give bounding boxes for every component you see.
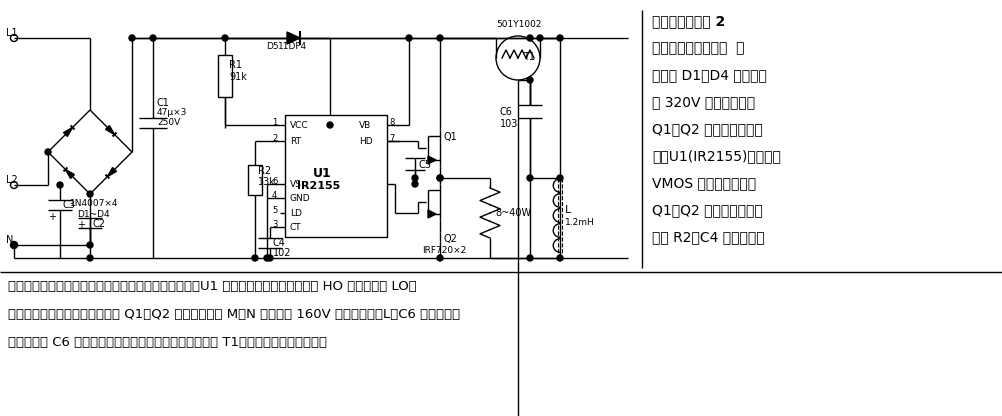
Circle shape (267, 255, 273, 261)
Text: C1: C1 (157, 98, 170, 108)
Text: VCC: VCC (290, 121, 309, 130)
Text: U1: U1 (313, 167, 332, 180)
Text: 11DF4: 11DF4 (278, 42, 308, 51)
Text: R1: R1 (229, 60, 242, 70)
Text: IRF720×2: IRF720×2 (422, 246, 466, 255)
Text: LD: LD (290, 209, 302, 218)
Text: +: + (48, 212, 56, 222)
Polygon shape (65, 169, 74, 178)
Text: T1: T1 (523, 52, 535, 62)
Circle shape (11, 242, 17, 248)
Circle shape (327, 122, 333, 128)
Polygon shape (105, 126, 114, 134)
Text: 日光灯寿命可达 2: 日光灯寿命可达 2 (652, 14, 725, 28)
Text: 路。U1(IR2155)是自振荡: 路。U1(IR2155)是自振荡 (652, 149, 781, 163)
Text: 1N4007×4: 1N4007×4 (70, 199, 118, 208)
Circle shape (406, 35, 412, 41)
Circle shape (557, 175, 563, 181)
Text: 3: 3 (272, 220, 278, 229)
Text: IR2155: IR2155 (297, 181, 341, 191)
Text: C4: C4 (273, 238, 286, 248)
Text: 8: 8 (389, 118, 395, 127)
Text: C6: C6 (500, 107, 513, 117)
Text: 5: 5 (272, 206, 278, 215)
Text: 逆变器的工作频率接近串联谐振负载电路的谐振频率。U1 有两路输出信号：高端输出 HO 和低端输出 LO。: 逆变器的工作频率接近串联谐振负载电路的谐振频率。U1 有两路输出信号：高端输出 … (8, 280, 417, 293)
Polygon shape (428, 210, 436, 218)
Polygon shape (428, 156, 436, 164)
Text: C2: C2 (93, 219, 106, 229)
Bar (285, 115, 387, 237)
Circle shape (87, 242, 93, 248)
Circle shape (412, 181, 418, 187)
Text: 振电路。在 C6 两端并联有日光灯和正稳定系数热敏电阻 T1，用于软启动保护灯管。: 振电路。在 C6 两端并联有日光灯和正稳定系数热敏电阻 T1，用于软启动保护灯管… (8, 336, 327, 349)
Circle shape (264, 255, 270, 261)
Text: 2: 2 (272, 134, 278, 143)
Text: 4: 4 (272, 191, 278, 200)
Circle shape (87, 255, 93, 261)
Circle shape (527, 255, 533, 261)
Text: 103: 103 (500, 119, 518, 129)
Text: 两输出端交替输出方波脉冲，使 Q1、Q2 交替导通，在 M、N 之间输出 160V 的方波脉冲。L、C6 组成串联谐: 两输出端交替输出方波脉冲，使 Q1、Q2 交替导通，在 M、N 之间输出 160… (8, 308, 460, 321)
Circle shape (537, 35, 543, 41)
Circle shape (45, 149, 51, 155)
Circle shape (527, 175, 533, 181)
Text: +: + (77, 220, 85, 230)
Circle shape (222, 35, 228, 41)
Text: 250V: 250V (157, 118, 180, 127)
Circle shape (557, 255, 563, 261)
Text: 47μ×3: 47μ×3 (157, 108, 187, 117)
Text: 1: 1 (272, 118, 278, 127)
Circle shape (437, 255, 443, 261)
Polygon shape (107, 168, 116, 176)
Text: 91k: 91k (229, 72, 246, 82)
Text: CT: CT (290, 223, 302, 232)
Polygon shape (287, 32, 300, 44)
Text: Q2: Q2 (444, 234, 458, 244)
Circle shape (412, 175, 418, 181)
Circle shape (150, 35, 156, 41)
Text: 出 320V 的直流电压。: 出 320V 的直流电压。 (652, 95, 756, 109)
Circle shape (129, 35, 135, 41)
Circle shape (437, 175, 443, 181)
Text: 万小时的电子镇流器  交: 万小时的电子镇流器 交 (652, 41, 744, 55)
Text: L1: L1 (6, 28, 18, 38)
Text: C5: C5 (419, 160, 432, 170)
Bar (218, 55, 232, 97)
Text: D1~D4: D1~D4 (77, 210, 109, 219)
Text: N: N (6, 235, 13, 245)
Text: GND: GND (290, 194, 311, 203)
Text: 6: 6 (272, 177, 278, 186)
Circle shape (557, 35, 563, 41)
Text: 102: 102 (273, 248, 292, 258)
Polygon shape (63, 127, 72, 136)
Text: VMOS 栅极驱动器，为: VMOS 栅极驱动器，为 (652, 176, 757, 190)
Text: L: L (565, 205, 571, 215)
Text: VB: VB (359, 121, 372, 130)
Text: 1.2mH: 1.2mH (565, 218, 595, 227)
Circle shape (57, 182, 63, 188)
Text: RT: RT (290, 137, 301, 146)
Circle shape (87, 191, 93, 197)
Text: D5: D5 (266, 42, 279, 51)
Text: L2: L2 (6, 175, 18, 185)
Text: R2: R2 (258, 166, 272, 176)
Text: 流电经 D1～D4 整流后输: 流电经 D1～D4 整流后输 (652, 68, 767, 82)
Circle shape (527, 77, 533, 83)
Text: C3: C3 (63, 200, 76, 210)
Text: Q1、Q2 提供驱动信号。: Q1、Q2 提供驱动信号。 (652, 203, 763, 217)
Text: Q1: Q1 (444, 132, 458, 142)
Circle shape (437, 35, 443, 41)
Text: HD: HD (359, 137, 373, 146)
Text: VS: VS (290, 180, 302, 189)
Circle shape (437, 175, 443, 181)
Text: 选择 R2、C4 的数值可使: 选择 R2、C4 的数值可使 (652, 230, 765, 244)
Circle shape (252, 255, 258, 261)
Text: 7: 7 (389, 134, 395, 143)
Text: 13k: 13k (258, 177, 276, 187)
Bar (248, 165, 262, 195)
Text: 501Y1002: 501Y1002 (496, 20, 541, 29)
Text: 8~40W: 8~40W (495, 208, 531, 218)
Circle shape (527, 35, 533, 41)
Text: Q1、Q2 组成半桥逆变电: Q1、Q2 组成半桥逆变电 (652, 122, 763, 136)
